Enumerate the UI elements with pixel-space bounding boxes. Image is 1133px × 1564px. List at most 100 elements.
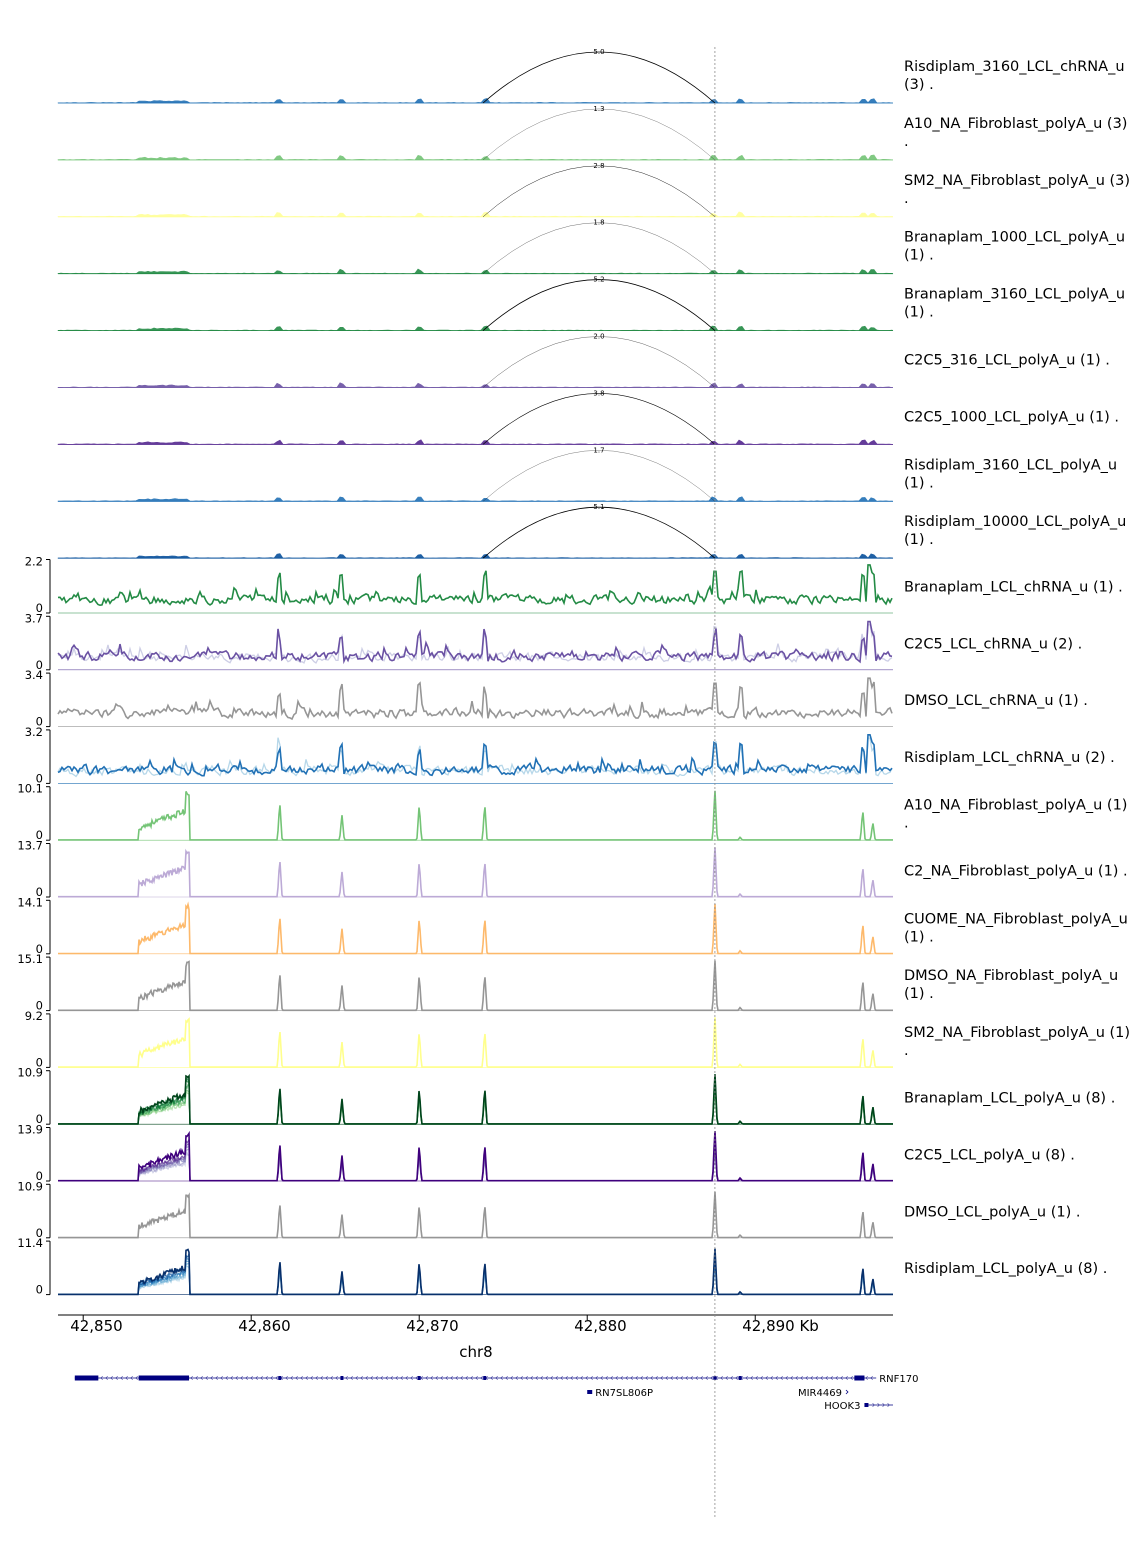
- sashimi-panel: 5.0 Risdiplam_3160_LCL_chRNA_u (3) . 1.3 A10…: [57, 48, 1130, 559]
- strand-arrow: [270, 1375, 273, 1381]
- strand-arrow: [105, 1375, 108, 1381]
- strand-arrow: [882, 1402, 885, 1408]
- gene-exon: [738, 1376, 742, 1380]
- strand-arrow: [580, 1375, 583, 1381]
- strand-arrow: [630, 1375, 633, 1381]
- junction-arc: [482, 165, 716, 217]
- strand-arrow: [120, 1375, 123, 1381]
- strand-arrow: [115, 1375, 118, 1381]
- junction-count-label: 2.8: [593, 162, 604, 170]
- strand-arrow: [490, 1375, 493, 1381]
- track-label: C2_NA_Fibroblast_polyA_u (1) .: [904, 864, 1128, 880]
- x-tick-label: 42,860: [238, 1317, 291, 1335]
- strand-arrow: [325, 1375, 328, 1381]
- coverage-track: 10.9 0 Branaplam_LCL_polyA_u (8) .: [17, 1066, 1115, 1127]
- coverage-series-line: [58, 1017, 893, 1068]
- strand-arrow: [735, 1375, 738, 1381]
- strand-arrow: [385, 1375, 388, 1381]
- strand-arrow: [330, 1375, 333, 1381]
- strand-arrow: [260, 1375, 263, 1381]
- strand-arrow: [110, 1375, 113, 1381]
- coverage-area: [57, 154, 894, 161]
- y-max-label: 10.1: [17, 782, 43, 796]
- y-min-label: 0: [36, 601, 43, 615]
- y-max-label: 3.4: [25, 668, 43, 682]
- strand-arrow: [555, 1375, 558, 1381]
- strand-arrow: [375, 1375, 378, 1381]
- track-label: Branaplam_LCL_chRNA_u (1) .: [904, 580, 1123, 596]
- y-min-label: 0: [36, 1055, 43, 1069]
- coverage-track: 3.2 0 Risdiplam_LCL_chRNA_u (2) .: [25, 725, 1115, 786]
- coverage-area: [57, 98, 893, 104]
- strand-arrow: [350, 1375, 353, 1381]
- strand-arrow: [877, 1402, 880, 1408]
- gene-exon: [587, 1390, 593, 1394]
- strand-arrow: [275, 1375, 278, 1381]
- y-min-label: 0: [36, 1226, 43, 1240]
- coverage-track: 10.9 0 DMSO_LCL_polyA_u (1) .: [17, 1179, 1080, 1240]
- strand-arrow: [525, 1375, 528, 1381]
- coverage-track: 3.7 0 C2C5_LCL_chRNA_u (2) .: [25, 611, 1083, 672]
- strand-arrow: [635, 1375, 638, 1381]
- strand-arrow: [720, 1375, 723, 1381]
- gene-model: HOOK3: [824, 1401, 893, 1412]
- strand-arrow: [600, 1375, 603, 1381]
- strand-arrow: [660, 1375, 663, 1381]
- genomic-axis: chr8 42,850 42,860 42,870 42,880 42,890 Kb: [58, 1314, 893, 1361]
- coverage-series-line: [58, 1130, 893, 1182]
- track-label: C2C5_1000_LCL_polyA_u (1) .: [904, 409, 1119, 425]
- strand-arrow: [825, 1375, 828, 1381]
- coverage-area: [57, 382, 893, 388]
- strand-arrow: [125, 1375, 128, 1381]
- y-max-label: 9.2: [25, 1009, 43, 1023]
- y-max-label: 14.1: [17, 895, 43, 909]
- sashimi-track: 2.8 SM2_NA_Fibroblast_polyA_u (3).: [57, 162, 1130, 218]
- strand-arrow: [265, 1375, 268, 1381]
- strand-arrow: [770, 1375, 773, 1381]
- y-min-label: 0: [36, 828, 43, 842]
- y-min-label: 0: [36, 1112, 43, 1126]
- y-max-label: 10.9: [17, 1179, 43, 1193]
- strand-arrow: [305, 1375, 308, 1381]
- strand-arrow: [320, 1375, 323, 1381]
- track-label: Branaplam_3160_LCL_polyA_u (1) .: [904, 287, 1125, 321]
- y-max-label: 13.9: [17, 1123, 43, 1137]
- strand-arrow: [820, 1375, 823, 1381]
- strand-arrow: [750, 1375, 753, 1381]
- coverage-area: [57, 325, 894, 331]
- strand-arrow: [765, 1375, 768, 1381]
- strand-arrow: [235, 1375, 238, 1381]
- strand-arrow: [190, 1375, 193, 1381]
- y-min-label: 0: [36, 771, 43, 785]
- strand-arrow: [380, 1375, 383, 1381]
- strand-arrow: [345, 1375, 348, 1381]
- strand-arrow: [590, 1375, 593, 1381]
- strand-arrow: [410, 1375, 413, 1381]
- chromosome-label: chr8: [459, 1343, 492, 1361]
- x-tick-label: 42,870: [406, 1317, 459, 1335]
- strand-arrow: [575, 1375, 578, 1381]
- strand-arrow: [210, 1375, 213, 1381]
- strand-arrow: [505, 1375, 508, 1381]
- strand-arrow: [195, 1375, 198, 1381]
- y-min-label: 0: [36, 1283, 43, 1297]
- junction-count-label: 5.0: [593, 48, 604, 56]
- strand-arrow: [310, 1375, 313, 1381]
- strand-arrow: [560, 1375, 563, 1381]
- strand-arrow: [230, 1375, 233, 1381]
- track-label: C2C5_LCL_polyA_u (8) .: [904, 1148, 1075, 1164]
- track-label: DMSO_LCL_polyA_u (1) .: [904, 1204, 1081, 1220]
- strand-arrow: [390, 1375, 393, 1381]
- strand-arrow: [465, 1375, 468, 1381]
- strand-arrow: [655, 1375, 658, 1381]
- gene-exon: [417, 1376, 421, 1380]
- strand-arrow: [795, 1375, 798, 1381]
- gene-exon: [483, 1376, 487, 1380]
- strand-arrow: [585, 1375, 588, 1381]
- strand-arrow: [695, 1375, 698, 1381]
- strand-arrow: [845, 1375, 848, 1381]
- strand-arrow: [205, 1375, 208, 1381]
- coverage-track: 9.2 0 SM2_NA_Fibroblast_polyA_u (1).: [25, 1009, 1130, 1070]
- y-max-label: 3.7: [25, 611, 43, 625]
- strand-arrow: [745, 1375, 748, 1381]
